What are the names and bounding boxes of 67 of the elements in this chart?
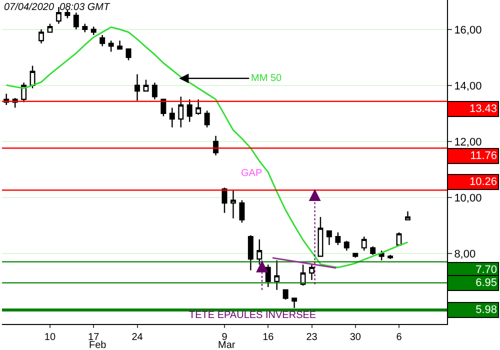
candlestick (248, 234, 254, 271)
candlestick (335, 232, 341, 246)
ref-line-label: 13.43 (469, 103, 497, 115)
candlestick (143, 79, 149, 92)
x-tick-label: 23 (306, 332, 318, 343)
candlestick (396, 232, 402, 246)
candlestick (388, 254, 394, 260)
candlestick (100, 34, 106, 47)
candlestick (318, 216, 324, 257)
y-tick-label: 8,00 (454, 248, 476, 260)
candlestick (274, 260, 280, 290)
candlestick (169, 107, 175, 128)
candlestick (370, 246, 376, 256)
annotation: GAP (241, 168, 262, 179)
candlestick (405, 210, 410, 220)
candlestick (213, 135, 219, 156)
candlestick (282, 289, 288, 300)
x-tick-label: 6 (396, 332, 402, 343)
candlestick (56, 6, 62, 24)
y-tick-label: 16,00 (454, 24, 482, 36)
candlestick (352, 252, 358, 258)
ref-line-label: 6.95 (476, 277, 497, 289)
text: MM 50 (251, 73, 282, 84)
candlestick (108, 40, 114, 52)
candlestick (47, 23, 53, 33)
candlestick (82, 23, 88, 33)
candlestick (38, 28, 44, 44)
candlestick (134, 74, 140, 102)
candlestick (239, 200, 245, 224)
annotation: 07/04/2020 08:03 GMT (4, 2, 111, 13)
candlestick (265, 264, 271, 288)
x-tick-label: 16 (262, 332, 274, 343)
annotation: TETE EPAULES INVERSEE (189, 310, 316, 321)
candlestick (152, 82, 158, 100)
text: Mar (218, 340, 236, 350)
candlestick (90, 26, 96, 36)
candlestick (126, 48, 132, 61)
candlestick (292, 298, 298, 309)
x-tick-label: 10 (44, 332, 56, 343)
x-tick-label: 30 (350, 332, 362, 343)
ref-line-label: 5.98 (476, 304, 497, 316)
candlestick (361, 236, 367, 252)
candlestick (300, 264, 306, 286)
candlestick (344, 240, 350, 252)
candlestick (204, 110, 210, 128)
candlestick (64, 9, 70, 19)
y-tick-label: 12,00 (454, 136, 482, 148)
candlestick (256, 238, 262, 266)
ref-line-label: 7.70 (476, 264, 497, 276)
ref-line-label: 11.76 (470, 150, 497, 162)
candlestick (30, 65, 36, 89)
candlestick (117, 40, 123, 50)
line-series (6, 26, 408, 268)
candlestick (196, 98, 202, 116)
y-tick-label: 10,00 (454, 192, 482, 204)
candlestick (160, 98, 166, 117)
candlestick (73, 12, 79, 30)
ref-line-label: 10.26 (469, 176, 497, 188)
candlestick (186, 98, 192, 122)
candlestick (178, 96, 184, 128)
candlestick (21, 82, 27, 103)
candlestick (230, 190, 236, 220)
y-tick-label: 14,00 (454, 80, 482, 92)
text: Feb (89, 340, 107, 350)
candlestick (309, 264, 314, 281)
candlestick (326, 230, 332, 246)
x-tick-label: 24 (132, 332, 144, 343)
